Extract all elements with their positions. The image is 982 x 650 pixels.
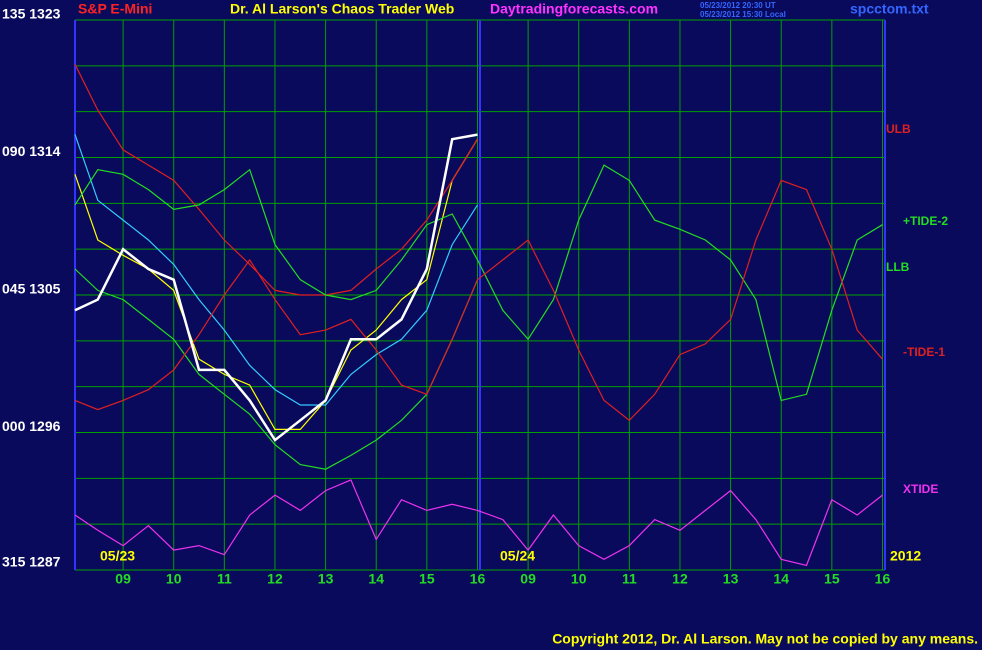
series-line: [74, 164, 883, 402]
series-line: [74, 268, 479, 470]
lines: [74, 64, 883, 567]
x-tick-label: 14: [773, 571, 789, 587]
x-tick-label: 13: [318, 571, 334, 587]
y-tick-label: 135 1323: [2, 6, 61, 22]
price-label: S&P E-Mini: [78, 1, 152, 17]
site: Daytradingforecasts.com: [490, 1, 658, 17]
x-tick-label: 11: [217, 571, 232, 587]
y-tick-label: 090 1314: [2, 143, 61, 159]
series-label: -TIDE-1: [903, 345, 945, 359]
x-tick-label: 15: [824, 571, 840, 587]
timestamp: 05/23/2012 15:30 Local: [700, 10, 786, 19]
timestamp: 05/23/2012 20:30 UT: [700, 1, 776, 10]
series-line: [74, 138, 479, 430]
y-tick-label: 315 1287: [2, 554, 61, 570]
x-tick-label: 12: [672, 571, 688, 587]
date-label: 05/24: [500, 548, 535, 564]
series-line: [74, 133, 478, 442]
x-tick-label: 14: [368, 571, 384, 587]
x-tick-label: 16: [470, 571, 486, 587]
x-tick-label: 16: [875, 571, 891, 587]
series-label: ULB: [886, 122, 911, 136]
y-tick-label: 000 1296: [2, 418, 61, 434]
file-name: spcctom.txt: [850, 1, 929, 17]
series-line: [74, 479, 883, 567]
date-label: 05/23: [100, 548, 135, 564]
series-line: [74, 134, 479, 406]
series-label: XTIDE: [903, 482, 938, 496]
x-tick-label: 15: [419, 571, 435, 587]
x-tick-label: 09: [520, 571, 536, 587]
y-tick-label: 045 1305: [2, 281, 61, 297]
series-line: [74, 179, 883, 422]
copyright: Copyright 2012, Dr. Al Larson. May not b…: [552, 631, 978, 647]
x-tick-label: 12: [267, 571, 283, 587]
x-tick-label: 13: [723, 571, 739, 587]
series-label: LLB: [886, 260, 910, 274]
year-label: 2012: [890, 548, 921, 564]
x-tick-label: 09: [115, 571, 131, 587]
x-tick-label: 10: [571, 571, 587, 587]
x-tick-label: 10: [166, 571, 182, 587]
x-tick-label: 11: [622, 571, 637, 587]
series-line: [74, 64, 479, 296]
chart-title: Dr. Al Larson's Chaos Trader Web: [230, 1, 454, 17]
series-label: +TIDE-2: [903, 214, 948, 228]
